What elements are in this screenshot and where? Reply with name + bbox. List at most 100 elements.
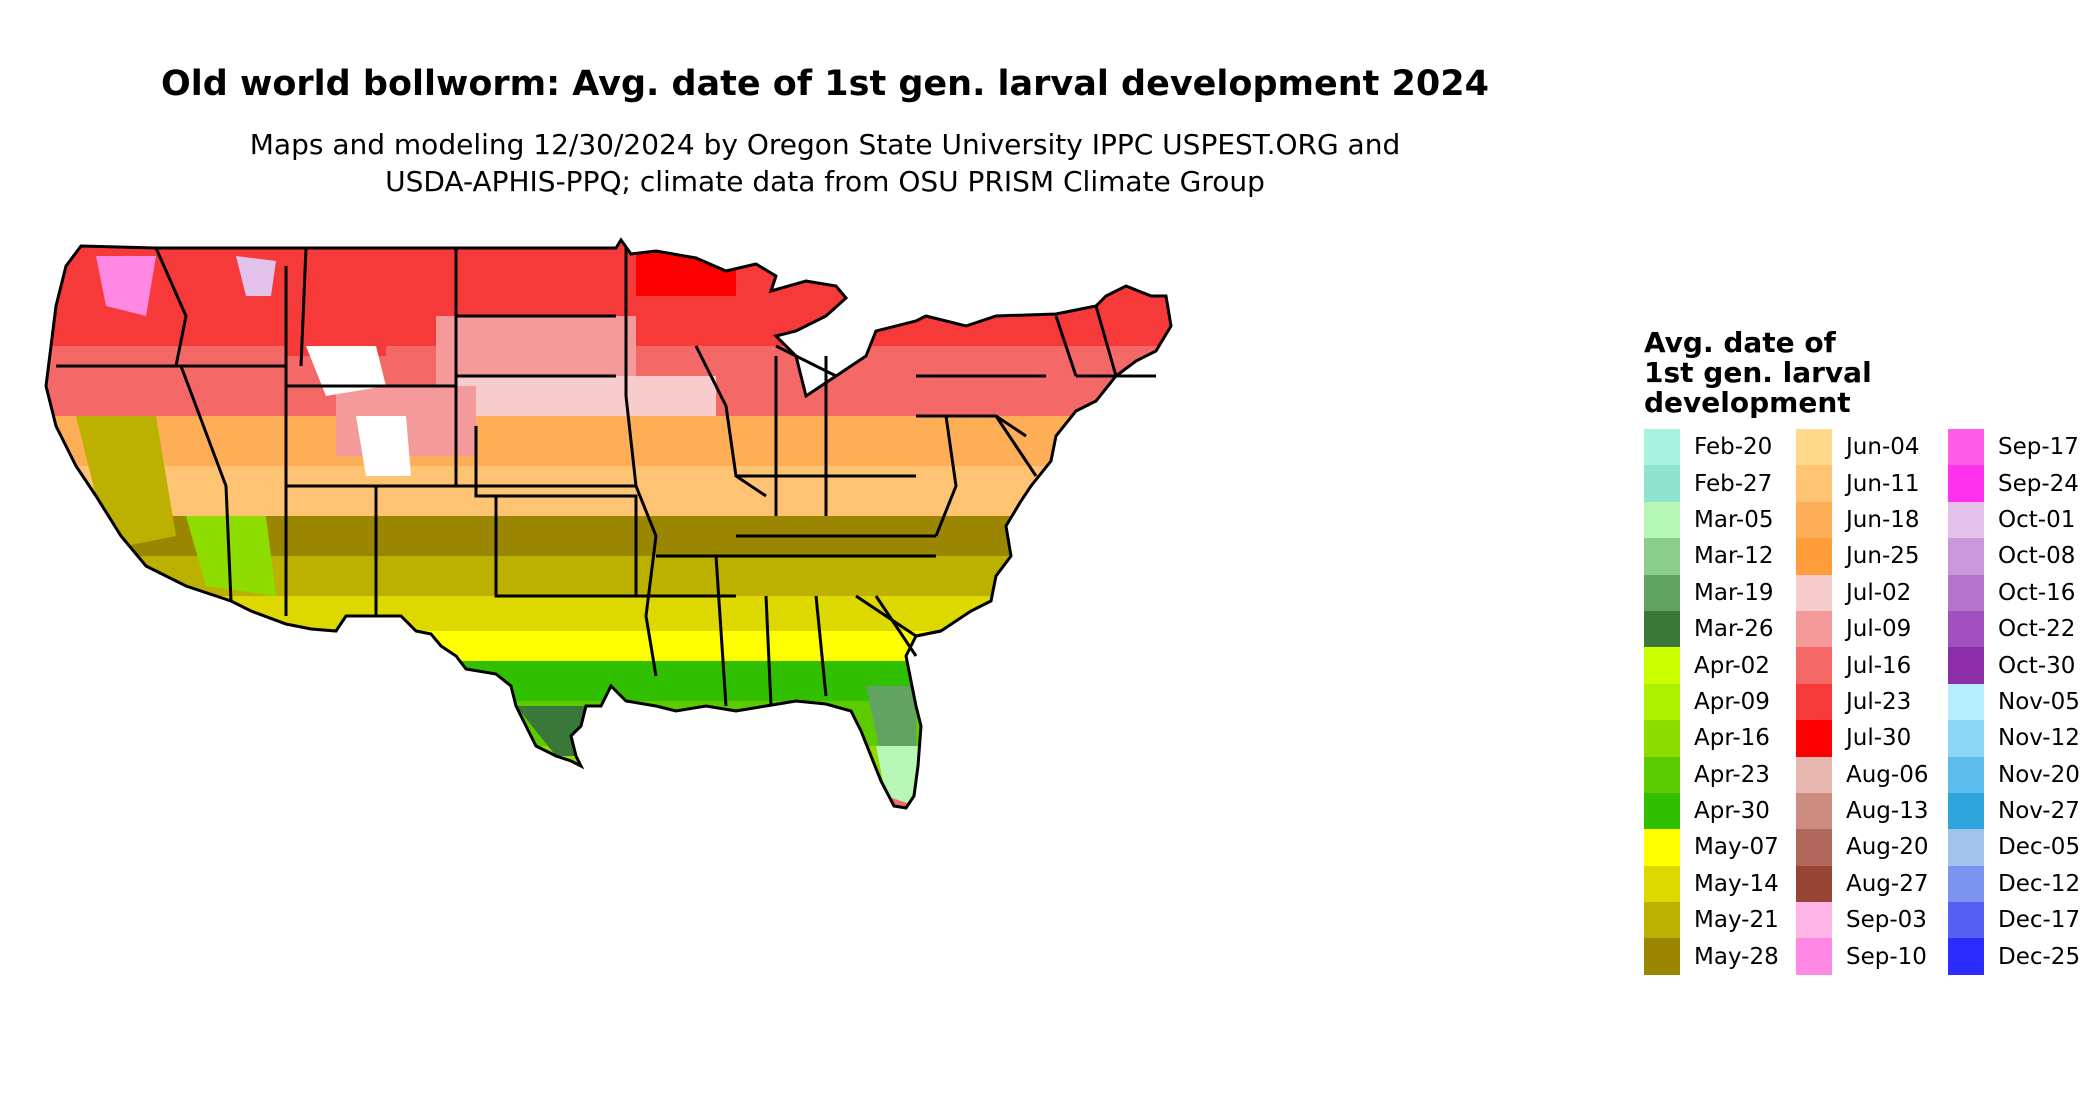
legend-swatch	[1948, 501, 1984, 539]
subtitle-line-2: USDA-APHIS-PPQ; climate data from OSU PR…	[385, 165, 1265, 198]
subtitle-line-1: Maps and modeling 12/30/2024 by Oregon S…	[249, 128, 1401, 161]
legend-item: Apr-30	[1644, 792, 1779, 830]
legend-label: Jul-02	[1846, 579, 1912, 606]
legend-item: Sep-10	[1796, 938, 1928, 975]
legend-label: Oct-08	[1998, 543, 2076, 570]
legend-swatch	[1644, 429, 1680, 466]
legend-item: May-28	[1644, 938, 1779, 975]
legend-item: Nov-05	[1948, 683, 2080, 721]
legend-swatch	[1948, 647, 1984, 684]
legend-swatch	[1644, 501, 1680, 539]
legend-item: Jun-11	[1796, 465, 1928, 502]
legend-label: Nov-20	[1998, 761, 2080, 788]
legend-label: Jun-11	[1846, 470, 1920, 497]
legend-swatch	[1948, 683, 1984, 721]
legend-label: Nov-12	[1998, 725, 2080, 752]
legend-swatch	[1948, 792, 1984, 830]
legend-swatch	[1948, 574, 1984, 611]
legend-swatch	[1948, 938, 1984, 975]
legend-label: Oct-16	[1998, 579, 2076, 606]
legend-label: Oct-30	[1998, 652, 2076, 679]
legend-label: Oct-01	[1998, 506, 2076, 533]
legend-item: Apr-23	[1644, 756, 1779, 793]
legend-swatch	[1644, 647, 1680, 684]
legend-item: May-07	[1644, 829, 1779, 866]
us-map	[44, 237, 1173, 810]
legend-label: Aug-06	[1846, 761, 1929, 788]
legend-swatch	[1796, 610, 1832, 648]
legend-item: Apr-09	[1644, 683, 1779, 721]
legend-swatch	[1796, 902, 1832, 939]
legend-label: Apr-09	[1694, 688, 1770, 715]
legend-label: Apr-23	[1694, 761, 1770, 788]
legend-item: Oct-16	[1948, 574, 2080, 611]
legend-swatch	[1796, 683, 1832, 721]
legend-item: Oct-22	[1948, 610, 2080, 648]
legend-label: Mar-26	[1694, 616, 1774, 643]
legend-label: Sep-10	[1846, 943, 1927, 970]
legend-item: Jul-16	[1796, 647, 1928, 684]
legend-swatch	[1948, 829, 1984, 866]
legend-item: Jun-04	[1796, 429, 1928, 466]
legend-label: Jul-23	[1846, 688, 1912, 715]
legend-item: Jun-18	[1796, 501, 1928, 539]
legend-swatch	[1796, 501, 1832, 539]
legend-label: Aug-20	[1846, 834, 1929, 861]
legend-label: Dec-05	[1998, 834, 2081, 861]
legend-label: Jun-04	[1846, 434, 1920, 461]
legend-item: Apr-02	[1644, 647, 1779, 684]
legend-item: May-14	[1644, 865, 1779, 903]
map-subtitle: Maps and modeling 12/30/2024 by Oregon S…	[0, 126, 1650, 200]
legend-swatch	[1796, 938, 1832, 975]
legend-item: Mar-26	[1644, 610, 1779, 648]
map-title: Old world bollworm: Avg. date of 1st gen…	[161, 64, 1489, 104]
legend-label: Mar-19	[1694, 579, 1774, 606]
legend-column-1: Feb-20 Feb-27 Mar-05 Mar-12 Mar-19 Mar-26 Apr-…	[1644, 429, 1779, 975]
legend-label: Nov-27	[1998, 798, 2080, 825]
legend-item: Dec-05	[1948, 829, 2081, 866]
legend-swatch	[1644, 829, 1680, 866]
legend-swatch	[1948, 720, 1984, 757]
legend-swatch	[1644, 756, 1680, 793]
legend-item: Oct-08	[1948, 538, 2080, 575]
legend-swatch	[1796, 647, 1832, 684]
legend-title-line-2: 1st gen. larval	[1644, 356, 1872, 389]
legend-label: Jun-18	[1846, 506, 1920, 533]
legend-item: Oct-30	[1948, 647, 2080, 684]
legend-label: Sep-03	[1846, 907, 1927, 934]
legend-item: Mar-05	[1644, 501, 1779, 539]
legend-item: Apr-16	[1644, 720, 1779, 757]
legend-item: Mar-19	[1644, 574, 1779, 611]
legend-swatch	[1948, 465, 1984, 502]
legend-item: Feb-20	[1644, 429, 1779, 466]
legend-label: May-14	[1694, 870, 1779, 897]
legend-swatch	[1796, 720, 1832, 757]
legend-swatch	[1948, 902, 1984, 939]
legend-swatch	[1644, 720, 1680, 757]
legend-column-2: Jun-04 Jun-11 Jun-18 Jun-25 Jul-02 Jul-09 Jul-…	[1796, 429, 1928, 975]
legend-swatch	[1644, 902, 1680, 939]
legend-label: Jul-30	[1846, 725, 1912, 752]
legend-item: Dec-25	[1948, 938, 2080, 975]
legend-label: Jun-25	[1846, 543, 1920, 570]
legend-item: Dec-17	[1948, 902, 2080, 939]
legend-label: May-21	[1694, 907, 1779, 934]
legend-item: Oct-01	[1948, 501, 2080, 539]
legend-label: Mar-12	[1694, 543, 1774, 570]
legend-item: Nov-12	[1948, 720, 2080, 757]
legend-item: Jul-23	[1796, 683, 1928, 721]
legend-swatch	[1796, 865, 1832, 903]
legend-swatch	[1948, 538, 1984, 575]
legend-label: Aug-13	[1846, 798, 1929, 825]
legend-item: Aug-20	[1796, 829, 1929, 866]
legend-swatch	[1644, 538, 1680, 575]
legend-label: Apr-16	[1694, 725, 1770, 752]
legend-item: Sep-17	[1948, 429, 2080, 466]
legend-item: Aug-27	[1796, 865, 1928, 903]
legend-swatch	[1644, 938, 1680, 975]
legend-swatch	[1796, 756, 1832, 793]
legend-label: Oct-22	[1998, 616, 2076, 643]
legend-item: Dec-12	[1948, 865, 2080, 903]
legend-label: Nov-05	[1998, 688, 2080, 715]
legend-swatch	[1644, 610, 1680, 648]
